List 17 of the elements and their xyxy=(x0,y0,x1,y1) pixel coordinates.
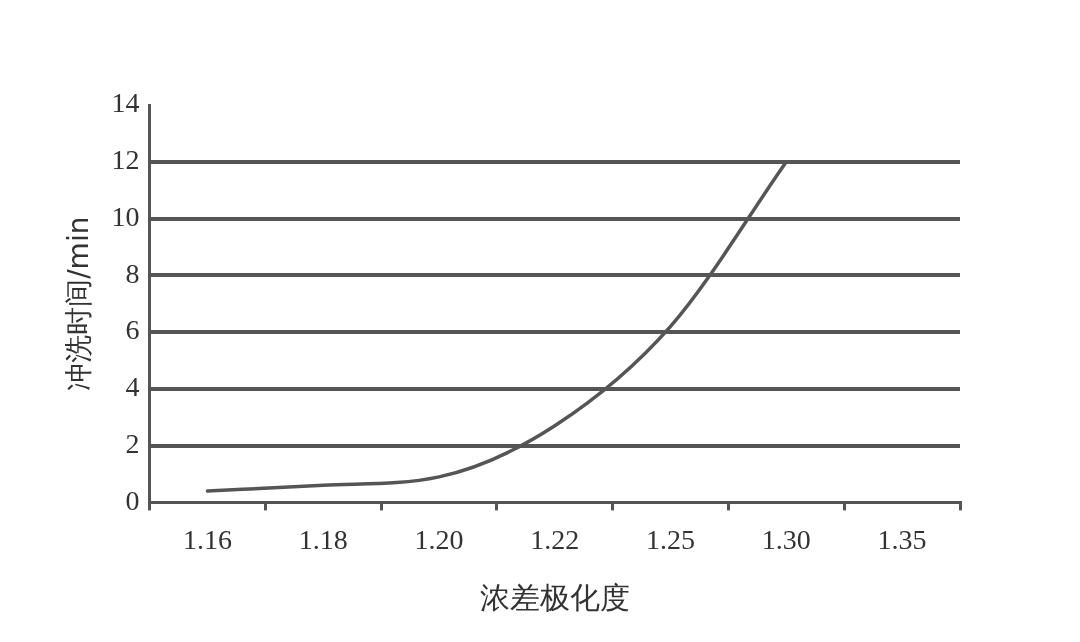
y-tick-label: 12 xyxy=(111,144,140,176)
y-tick-label: 10 xyxy=(111,200,140,232)
y-tick-label: 0 xyxy=(125,484,140,516)
x-tick-label: 1.22 xyxy=(530,523,580,555)
y-tick-label: 6 xyxy=(125,314,140,346)
y-tick-label: 14 xyxy=(111,87,140,119)
y-tick-label: 2 xyxy=(125,427,140,459)
x-tick-label: 1.25 xyxy=(646,523,696,555)
y-tick-label: 4 xyxy=(125,371,140,403)
x-axis-title: 浓差极化度 xyxy=(479,579,630,615)
x-tick-label: 1.20 xyxy=(414,523,464,555)
x-tick-label: 1.30 xyxy=(761,523,811,555)
x-tick-label: 1.35 xyxy=(877,523,927,555)
y-axis-title: 冲洗时间/min xyxy=(62,216,96,391)
x-tick-label: 1.16 xyxy=(182,523,232,555)
y-tick-label: 8 xyxy=(125,257,140,289)
x-tick-label: 1.18 xyxy=(298,523,348,555)
